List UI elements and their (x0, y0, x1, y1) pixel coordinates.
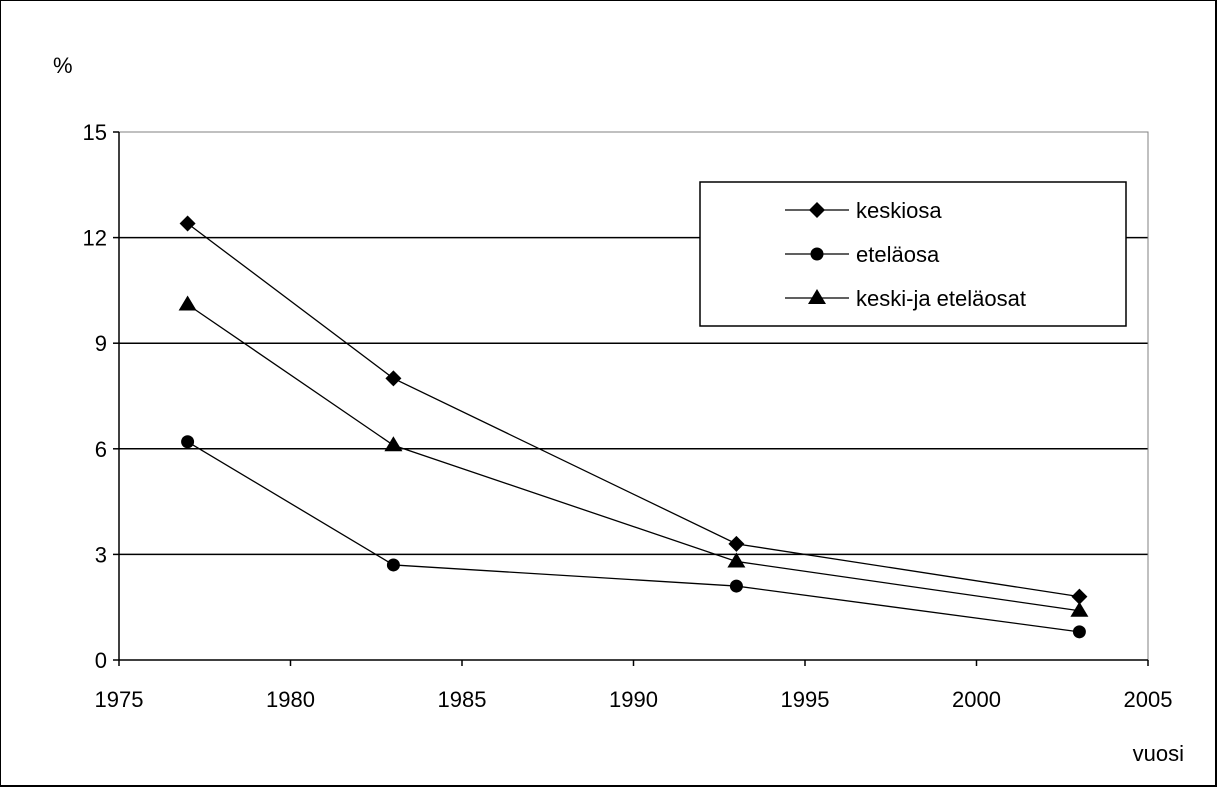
legend-item: eteläosa (785, 242, 940, 267)
x-tick-label: 1985 (438, 687, 487, 712)
series-2 (178, 295, 1089, 617)
legend-item: keskiosa (785, 198, 942, 223)
y-tick-label: 15 (83, 120, 107, 145)
legend-item: keski-ja eteläosat (785, 286, 1026, 311)
data-point (727, 552, 746, 568)
data-point (1071, 588, 1088, 605)
x-tick-label: 1990 (609, 687, 658, 712)
y-tick-label: 6 (95, 437, 107, 462)
legend-label: keski-ja eteläosat (856, 286, 1026, 311)
series-1 (181, 435, 1086, 639)
x-tick-label: 1995 (781, 687, 830, 712)
series-line (187, 441, 1080, 633)
y-tick-label: 9 (95, 331, 107, 356)
data-point (386, 558, 400, 572)
data-point (728, 535, 745, 552)
x-tick-label: 2005 (1124, 687, 1173, 712)
legend: keskiosa eteläosa keski-ja eteläosat (699, 181, 1127, 327)
legend-label: keskiosa (856, 198, 942, 223)
data-point (385, 370, 402, 387)
series-line (187, 303, 1080, 612)
series-line (187, 223, 1080, 598)
data-point (178, 295, 197, 311)
y-tick-label: 12 (83, 226, 107, 251)
y-tick-label: 3 (95, 542, 107, 567)
data-point (181, 435, 195, 449)
x-tick-label: 1975 (95, 687, 144, 712)
data-point (1072, 625, 1086, 639)
data-point (179, 215, 196, 232)
series (178, 215, 1089, 639)
data-point (1070, 601, 1089, 617)
legend-marker (810, 247, 824, 261)
data-point (384, 436, 403, 452)
legend-marker (809, 202, 825, 218)
legend-label: eteläosa (856, 242, 940, 267)
y-axis-label: % (53, 53, 73, 78)
legend-marker (808, 289, 826, 304)
x-axis-label: vuosi (1133, 741, 1184, 766)
data-point (729, 579, 743, 593)
axes: 0 3 6 9 12 15 1975 1980 1985 1990 1995 2000 2005 (83, 120, 1173, 712)
x-tick-label: 2000 (952, 687, 1001, 712)
x-tick-label: 1980 (266, 687, 315, 712)
y-tick-label: 0 (95, 648, 107, 673)
series-0 (179, 215, 1088, 605)
legend-box (699, 181, 1127, 327)
